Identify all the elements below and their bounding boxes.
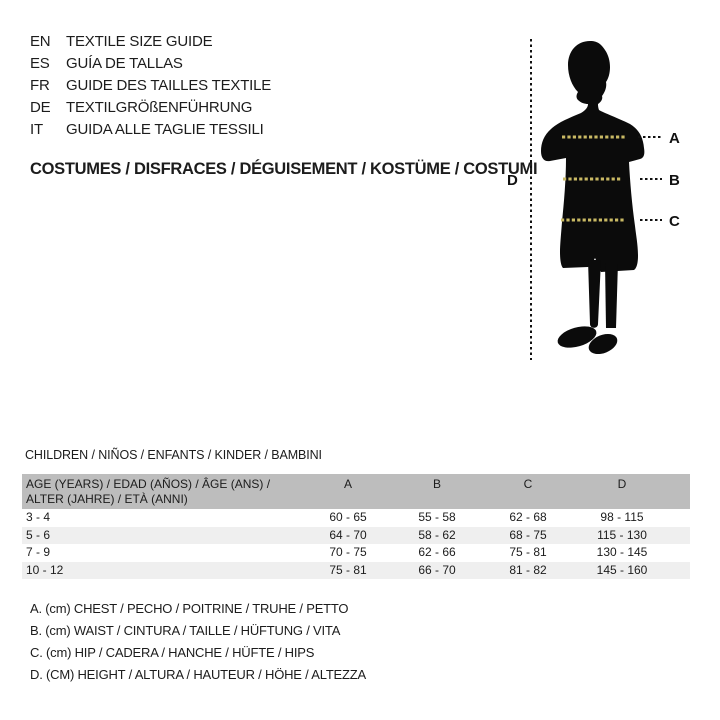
measurement-figure: A B C D: [500, 28, 700, 376]
hip-cell: 62 - 68: [509, 510, 547, 524]
language-title: TEXTILE SIZE GUIDE: [66, 33, 213, 50]
category-title: COSTUMES / DISFRACES / DÉGUISEMENT / KOS…: [30, 160, 538, 178]
column-header-b: B: [432, 477, 441, 491]
table-row: 10 - 12 75 - 81 66 - 70 81 - 82 145 - 16…: [22, 561, 690, 579]
language-title: GUÍA DE TALLAS: [66, 55, 183, 72]
legend-item-hip: C. (cm) HIP / CADERA / HANCHE / HÜFTE / …: [30, 645, 315, 660]
waist-cell: 55 - 58: [418, 510, 456, 524]
measure-label-height: D: [507, 172, 518, 189]
waist-cell: 58 - 62: [418, 527, 456, 542]
body-measure-lines: [561, 135, 625, 222]
age-cell: 7 - 9: [26, 545, 51, 559]
language-row-es: ES GUÍA DE TALLAS: [30, 53, 271, 75]
callout-connectors: [638, 136, 662, 221]
size-table: AGE (YEARS) / EDAD (AÑOS) / ÂGE (ANS) / …: [22, 474, 690, 579]
language-code: FR: [30, 77, 50, 94]
age-column-header: AGE (YEARS) / EDAD (AÑOS) / ÂGE (ANS) / …: [26, 477, 271, 506]
group-title-children: CHILDREN / NIÑOS / ENFANTS / KINDER / BA…: [25, 448, 322, 462]
measure-label-waist: B: [669, 172, 680, 189]
language-row-en: EN TEXTILE SIZE GUIDE: [30, 31, 271, 53]
legend-item-height: D. (CM) HEIGHT / ALTURA / HAUTEUR / HÖHE…: [30, 667, 366, 682]
chest-cell: 75 - 81: [329, 562, 367, 577]
column-header-d: D: [617, 477, 627, 491]
child-silhouette-diagram: A B C D: [507, 39, 680, 360]
legend-item-chest: A. (cm) CHEST / PECHO / POITRINE / TRUHE…: [30, 601, 349, 616]
child-silhouette: [541, 41, 645, 355]
table-row: 7 - 9 70 - 75 62 - 66 75 - 81 130 - 145: [22, 544, 690, 562]
language-code: EN: [30, 33, 51, 50]
legend-item-waist: B. (cm) WAIST / CINTURA / TAILLE / HÜFTU…: [30, 623, 341, 638]
measure-label-chest: A: [669, 130, 680, 147]
table-row: 5 - 6 64 - 70 58 - 62 68 - 75 115 - 130: [22, 526, 690, 544]
waist-cell: 66 - 70: [418, 562, 456, 577]
age-cell: 5 - 6: [26, 527, 51, 542]
height-cell: 145 - 160: [596, 562, 648, 577]
language-code: IT: [30, 121, 43, 138]
age-cell: 3 - 4: [26, 510, 51, 524]
height-cell: 130 - 145: [596, 545, 648, 559]
language-title: GUIDE DES TAILLES TEXTILE: [66, 77, 272, 94]
chest-cell: 64 - 70: [329, 527, 367, 542]
hip-cell: 68 - 75: [509, 527, 547, 542]
waist-cell: 62 - 66: [418, 545, 456, 559]
table-body: 3 - 4 60 - 65 55 - 58 62 - 68 98 - 115 5…: [22, 509, 690, 579]
column-header-c: C: [523, 477, 533, 491]
table-header-row: AGE (YEARS) / EDAD (AÑOS) / ÂGE (ANS) / …: [22, 474, 690, 509]
chest-cell: 70 - 75: [329, 545, 367, 559]
measure-label-hip: C: [669, 213, 680, 230]
column-header-a: A: [343, 477, 352, 491]
language-list: EN TEXTILE SIZE GUIDE ES GUÍA DE TALLAS …: [30, 31, 271, 141]
hip-cell: 75 - 81: [509, 545, 547, 559]
measurement-legend: A. (cm) CHEST / PECHO / POITRINE / TRUHE…: [30, 598, 366, 686]
language-row-it: IT GUIDA ALLE TAGLIE TESSILI: [30, 119, 271, 141]
height-cell: 98 - 115: [600, 510, 644, 524]
language-row-fr: FR GUIDE DES TAILLES TEXTILE: [30, 75, 271, 97]
language-code: ES: [30, 55, 50, 72]
table-row: 3 - 4 60 - 65 55 - 58 62 - 68 98 - 115: [22, 509, 690, 527]
height-cell: 115 - 130: [597, 527, 647, 542]
language-code: DE: [30, 99, 51, 116]
hip-cell: 81 - 82: [509, 562, 547, 577]
language-title: GUIDA ALLE TAGLIE TESSILI: [66, 121, 264, 138]
language-title: TEXTILGRÖßENFÜHRUNG: [66, 99, 253, 116]
chest-cell: 60 - 65: [329, 510, 367, 524]
language-row-de: DE TEXTILGRÖßENFÜHRUNG: [30, 97, 271, 119]
age-cell: 10 - 12: [26, 562, 64, 577]
